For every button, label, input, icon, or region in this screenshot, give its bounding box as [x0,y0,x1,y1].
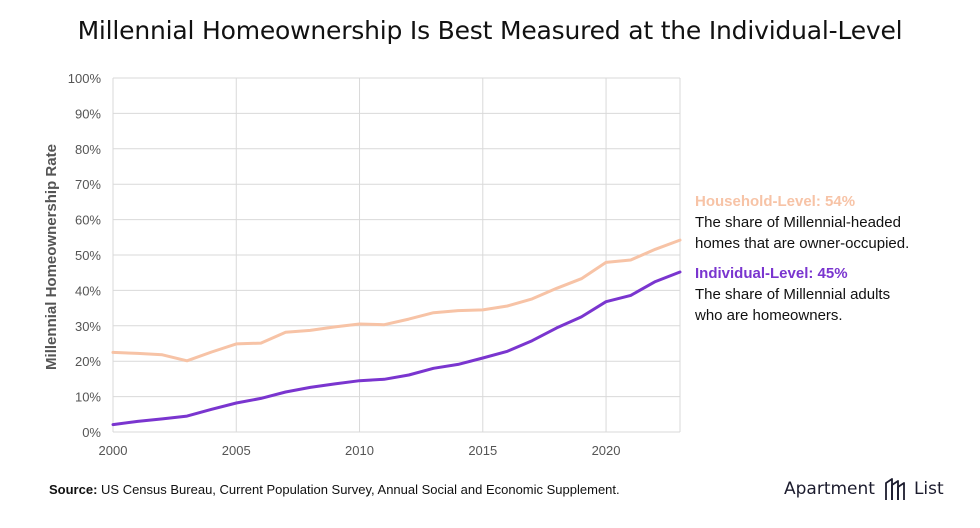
annotation-household-line1: The share of Millennial-headed [695,214,901,231]
series-individual-line [111,270,682,427]
annotation-individual: Individual-Level: 45% The share of Mille… [695,263,890,326]
series-household-line [111,238,682,363]
annotation-household-heading: Household-Level: 54% [695,193,856,210]
y-tick-label: 100% [68,71,102,86]
brand-name-right: List [913,479,944,499]
chart-title: Millennial Homeownership Is Best Measure… [77,16,903,45]
annotation-individual-heading: Individual-Level: 45% [695,265,848,282]
y-tick-label: 20% [75,354,101,369]
y-axis-label: Millennial Homeownership Rate [43,144,60,370]
y-tick-label: 60% [75,213,101,228]
y-tick-label: 0% [82,425,101,440]
annotation-household-line2: homes that are owner-occupied. [695,235,910,252]
source-text: US Census Bureau, Current Population Sur… [97,482,620,497]
x-tick-label: 2010 [345,443,374,458]
x-tick-label: 2015 [468,443,497,458]
brand-logo: Apartment List [784,474,944,504]
x-tick-label: 2005 [222,443,251,458]
y-tick-label: 30% [75,319,101,334]
y-tick-label: 40% [75,283,101,298]
y-tick-label: 50% [75,248,101,263]
brand-name-left: Apartment [784,479,875,499]
x-tick-label: 2020 [592,443,621,458]
y-tick-label: 80% [75,142,101,157]
x-tick-label: 2000 [99,443,128,458]
annotation-individual-line2: who are homeowners. [695,307,843,324]
y-tick-label: 10% [75,390,101,405]
annotation-individual-line1: The share of Millennial adults [695,286,891,303]
y-tick-label: 90% [75,106,101,121]
source-label: Source: [49,482,98,497]
apartment-list-logo-icon [885,478,905,500]
annotation-household: Household-Level: 54% The share of Millen… [695,191,909,254]
y-tick-label: 70% [75,177,101,192]
source-note: Source: US Census Bureau, Current Popula… [49,482,620,497]
